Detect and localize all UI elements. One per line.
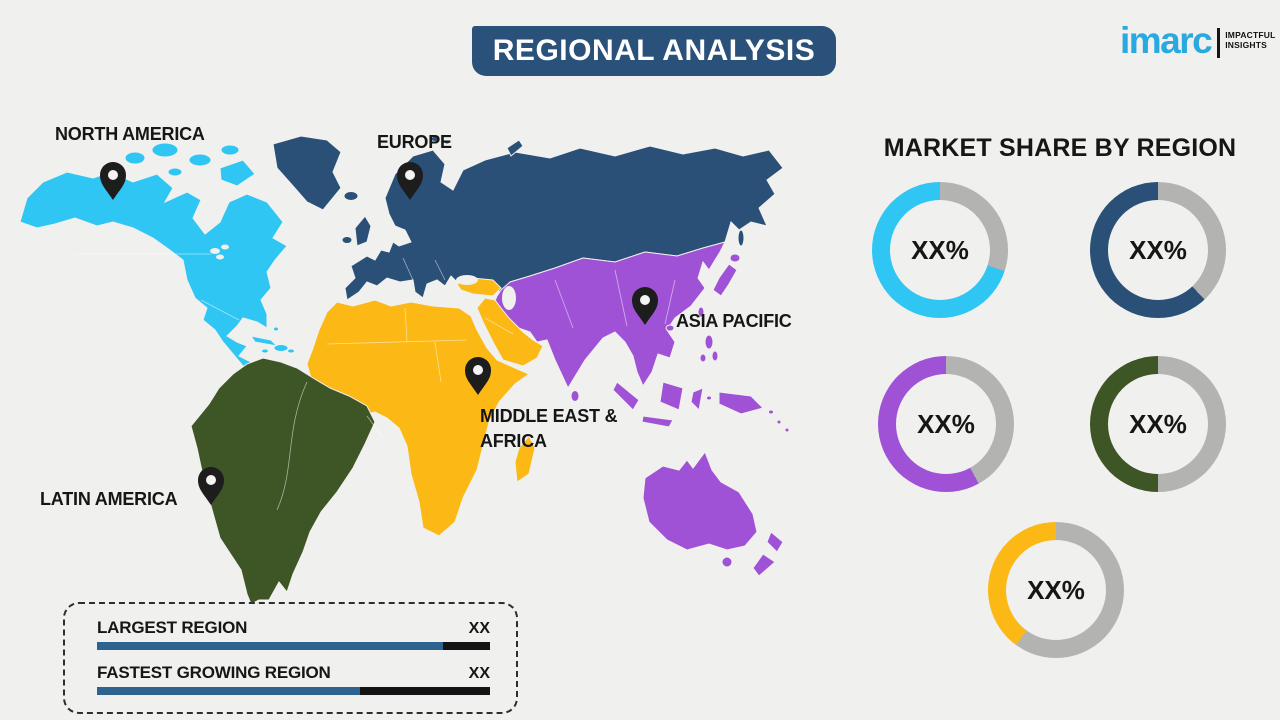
legend-row-fastest: FASTEST GROWING REGION XX xyxy=(97,663,490,695)
region-latin-america xyxy=(190,357,376,605)
donut-chart-middle-east-africa: XX% xyxy=(988,522,1124,658)
label-middle-east-line1: MIDDLE EAST & xyxy=(480,406,618,426)
donut-hole: XX% xyxy=(1006,540,1106,640)
legend-bar-fill xyxy=(97,687,361,695)
page-title: REGIONAL ANALYSIS xyxy=(492,34,816,67)
pin-europe xyxy=(397,162,423,200)
donut-hole: XX% xyxy=(1108,374,1208,474)
legend-value: XX xyxy=(468,665,490,682)
logo-tagline-line2: INSIGHTS xyxy=(1225,40,1267,50)
legend-bar-fill xyxy=(97,642,443,650)
legend-row-largest: LARGEST REGION XX xyxy=(97,618,490,650)
donut-chart-latin-america: XX% xyxy=(1090,356,1226,492)
donut-value: XX% xyxy=(1129,234,1187,265)
donut-value: XX% xyxy=(911,234,969,265)
donut-chart-asia-pacific: XX% xyxy=(878,356,1014,492)
pin-north-america xyxy=(100,162,126,200)
donut-chart-north-america: XX% xyxy=(872,182,1008,318)
legend-bar-track xyxy=(97,687,490,695)
market-share-heading: MARKET SHARE BY REGION xyxy=(883,134,1237,162)
region-europe xyxy=(272,135,784,301)
label-europe: EUROPE xyxy=(377,132,452,152)
label-asia-pacific: ASIA PACIFIC xyxy=(676,311,792,331)
legend-bar-track xyxy=(97,642,490,650)
pin-middle-east-africa xyxy=(465,357,491,395)
label-north-america: NORTH AMERICA xyxy=(55,124,205,144)
donut-hole: XX% xyxy=(1108,200,1208,300)
donut-value: XX% xyxy=(1027,574,1085,605)
pin-asia-pacific xyxy=(632,287,658,325)
region-north-america xyxy=(19,142,295,373)
map-pins xyxy=(100,162,658,505)
donut-value: XX% xyxy=(917,408,975,439)
title-badge: REGIONAL ANALYSIS xyxy=(472,26,836,76)
donut-value: XX% xyxy=(1129,408,1187,439)
legend-value: XX xyxy=(468,620,490,637)
legend-label: FASTEST GROWING REGION xyxy=(97,663,331,682)
pin-latin-america xyxy=(198,467,224,505)
donut-hole: XX% xyxy=(896,374,996,474)
map-water-bodies xyxy=(210,244,516,310)
donut-hole: XX% xyxy=(890,200,990,300)
world-map xyxy=(19,135,790,605)
region-asia-pacific xyxy=(492,241,790,577)
logo-tagline: IMPACTFUL INSIGHTS xyxy=(1225,30,1275,50)
legend-label: LARGEST REGION xyxy=(97,618,248,637)
donut-chart-europe: XX% xyxy=(1090,182,1226,318)
label-middle-east-line2: AFRICA xyxy=(480,431,547,451)
imarc-logo: imarc IMPACTFUL INSIGHTS xyxy=(1120,20,1276,61)
logo-tagline-line1: IMPACTFUL xyxy=(1225,30,1276,40)
logo-divider xyxy=(1217,28,1221,58)
legend-box: LARGEST REGION XX FASTEST GROWING REGION… xyxy=(63,602,518,714)
logo-wordmark: imarc xyxy=(1120,20,1213,61)
label-latin-america: LATIN AMERICA xyxy=(40,489,178,509)
country-borders xyxy=(75,253,676,511)
